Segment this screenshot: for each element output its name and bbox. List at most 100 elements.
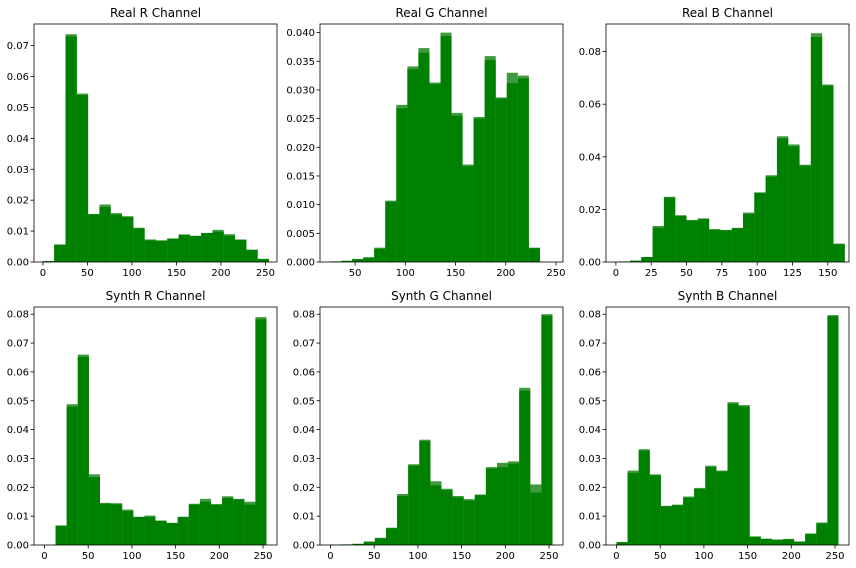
y-tick-label: 0.05 bbox=[7, 103, 29, 114]
histogram-bar bbox=[805, 534, 817, 545]
histogram-bar bbox=[810, 37, 823, 263]
histogram-bar bbox=[697, 219, 710, 262]
y-tick-label: 0.015 bbox=[286, 171, 315, 182]
histogram-bar bbox=[201, 232, 213, 262]
histogram-bar bbox=[133, 228, 145, 262]
y-tick-label: 0.07 bbox=[7, 339, 29, 350]
axes-frame bbox=[605, 306, 850, 546]
histogram-bar bbox=[627, 472, 639, 545]
histogram-bar bbox=[705, 467, 717, 545]
histogram-bar bbox=[788, 146, 800, 262]
y-tick-label: 0.02 bbox=[7, 196, 29, 207]
histogram-bar bbox=[429, 84, 441, 262]
y-tick-label: 0.04 bbox=[7, 134, 29, 145]
histogram-bar bbox=[111, 504, 123, 545]
histogram-bar bbox=[155, 521, 167, 545]
histogram-bar bbox=[754, 193, 766, 262]
y-tick-label: 0.030 bbox=[286, 85, 315, 96]
x-tick-label: 150 bbox=[818, 268, 837, 279]
histogram-bar bbox=[244, 504, 256, 545]
histogram-bar bbox=[430, 485, 442, 545]
histogram-bar bbox=[463, 500, 475, 545]
histogram-bar bbox=[222, 497, 234, 545]
histogram-bar bbox=[760, 538, 772, 545]
x-tick-label: 250 bbox=[256, 268, 275, 279]
histogram-bar bbox=[65, 36, 77, 262]
synth-b-channel-panel: 0 50 100 150 200 250 0.00 0.01 0.02 0.03 0.04 0.05 0… bbox=[579, 289, 850, 562]
x-tick-label: 50 bbox=[349, 268, 362, 279]
x-tick-label: 100 bbox=[748, 268, 767, 279]
y-tick-label: 0.000 bbox=[286, 258, 315, 269]
histogram-bar bbox=[709, 229, 721, 262]
histogram-bar bbox=[720, 230, 732, 262]
chart-title: Synth R Channel bbox=[106, 289, 206, 303]
histogram-bar bbox=[42, 261, 55, 262]
y-tick-label: 0.05 bbox=[7, 396, 29, 407]
histogram-bar bbox=[440, 36, 452, 262]
synth-g-channel-panel: 0 50 100 150 200 250 0.00 0.01 0.02 0.03 0.04 0.05 0… bbox=[293, 289, 564, 562]
histogram-bar bbox=[783, 539, 795, 545]
x-tick-label: 150 bbox=[166, 551, 185, 562]
y-tick-label: 0.020 bbox=[286, 143, 315, 154]
histogram-bar bbox=[441, 490, 453, 545]
histogram-bar bbox=[189, 236, 202, 262]
y-tick-label: 0.07 bbox=[293, 339, 315, 350]
x-tick-label: 25 bbox=[645, 268, 658, 279]
histogram-bar bbox=[418, 52, 430, 262]
histogram-bar bbox=[385, 528, 398, 545]
histogram-bar bbox=[122, 216, 134, 262]
histogram-bar bbox=[144, 517, 156, 545]
histogram-bar bbox=[485, 468, 497, 545]
y-tick-label: 0.01 bbox=[293, 512, 315, 523]
x-tick-label: 250 bbox=[539, 551, 558, 562]
histogram-bar bbox=[749, 536, 761, 545]
x-tick-label: 150 bbox=[738, 551, 757, 562]
histogram-bar bbox=[649, 475, 661, 545]
histogram-bar bbox=[99, 206, 111, 262]
histogram-bar bbox=[474, 495, 486, 545]
x-tick-label: 100 bbox=[396, 268, 415, 279]
histogram-bar bbox=[638, 450, 650, 545]
axes-frame bbox=[319, 23, 564, 263]
histogram-bar bbox=[246, 249, 258, 262]
histogram-bar bbox=[166, 523, 178, 545]
histogram-bar bbox=[177, 517, 189, 545]
x-tick-label: 150 bbox=[452, 551, 471, 562]
histogram-bar bbox=[641, 257, 653, 262]
histogram-bar bbox=[497, 467, 509, 545]
histogram-bar bbox=[144, 240, 156, 262]
histogram-bar bbox=[833, 244, 845, 262]
histogram-bar bbox=[199, 501, 211, 545]
y-tick-label: 0.01 bbox=[7, 512, 29, 523]
x-tick-label: 50 bbox=[368, 551, 381, 562]
histogram-bar bbox=[385, 201, 397, 262]
x-tick-label: 200 bbox=[211, 268, 230, 279]
y-tick-label: 0.02 bbox=[7, 483, 29, 494]
histogram-bar bbox=[827, 316, 839, 545]
histogram-bar bbox=[88, 477, 100, 545]
y-tick-label: 0.04 bbox=[579, 152, 601, 163]
histogram-bar bbox=[397, 495, 409, 545]
x-tick-label: 0 bbox=[327, 551, 333, 562]
y-tick-label: 0.06 bbox=[579, 367, 601, 378]
histogram-bar bbox=[54, 245, 66, 262]
histogram-bar bbox=[506, 83, 518, 262]
y-tick-label: 0.03 bbox=[7, 165, 29, 176]
y-tick-label: 0.07 bbox=[579, 339, 601, 350]
real-r-channel-panel: 0 50 100 150 200 250 0.00 0.01 0.02 0.03 0.04 0.05 0… bbox=[7, 6, 278, 279]
chart-title: Real G Channel bbox=[395, 6, 487, 20]
histogram-bar bbox=[178, 234, 190, 262]
y-tick-label: 0.010 bbox=[286, 200, 315, 211]
y-tick-label: 0.04 bbox=[7, 425, 29, 436]
y-tick-label: 0.08 bbox=[579, 47, 601, 58]
histogram-bar bbox=[616, 542, 628, 545]
real-g-channel-panel: 50 100 150 200 250 0.000 0.005 0.010 0.015 0.020 0… bbox=[286, 6, 565, 279]
real-b-channel-panel: 0 25 50 75 100 125 150 0.00 0.02 0.04 0.06 0.08 Real… bbox=[579, 6, 850, 279]
histogram-bar bbox=[716, 471, 728, 545]
histogram-bar bbox=[799, 165, 811, 262]
y-tick-label: 0.00 bbox=[579, 258, 601, 269]
histogram-bar bbox=[374, 248, 386, 262]
x-tick-label: 50 bbox=[680, 268, 693, 279]
histogram-bar bbox=[257, 258, 269, 262]
